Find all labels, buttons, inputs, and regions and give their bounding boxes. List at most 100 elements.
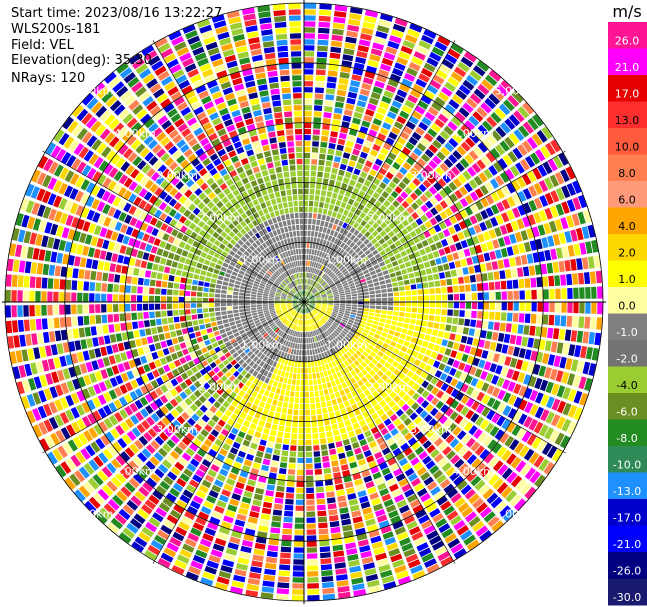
gate-cell [320,196,325,202]
gate-cell [24,320,30,332]
gate-cell [319,366,323,372]
gate-cell [162,281,168,287]
gate-cell [120,245,127,254]
gate-cell [298,452,304,457]
gate-cell [304,165,310,170]
gate-cell [450,350,457,358]
gate-cell [521,255,528,265]
gate-cell [219,329,225,334]
gate-cell [369,312,375,316]
gate-cell [304,15,316,20]
gate-cell [215,264,221,269]
gate-cell [42,318,48,329]
gate-cell [215,359,222,365]
gate-cell [374,282,380,286]
gate-cell [229,279,235,283]
gate-cell [286,385,290,391]
gate-cell [446,279,452,286]
gate-cell [218,325,224,330]
gate-cell [271,374,276,380]
gate-cell [501,248,508,258]
gate-cell [394,266,400,272]
gate-cell [334,11,346,18]
gate-cell [329,180,335,186]
gate-cell [551,341,558,352]
gate-cell [510,335,517,345]
gate-cell [310,237,313,242]
gate-cell [251,297,256,300]
gate-cell [126,322,132,330]
gate-cell [269,297,274,299]
gate-cell [247,479,256,486]
gate-cell [336,200,342,206]
gate-cell [305,374,308,379]
gate-cell [375,313,381,317]
gate-cell [390,325,396,330]
gate-cell [215,312,221,316]
gate-cell [394,297,399,301]
gate-cell [285,360,289,366]
gate-cell [435,309,441,315]
gate-cell [314,385,318,391]
gate-cell [344,146,352,153]
gate-cell [71,293,76,303]
gate-cell [322,365,326,371]
gate-cell [560,316,566,327]
gate-cell [440,280,446,286]
gate-cell [139,242,146,250]
gate-cell [30,319,36,331]
gate-cell [309,380,313,386]
gate-cell [273,381,278,387]
gate-cell [356,453,364,460]
gate-cell [49,265,55,276]
gate-cell [25,261,32,273]
gate-cell [294,553,305,558]
gate-cell [201,252,208,258]
gate-cell [312,373,316,379]
gate-cell [257,305,262,307]
gate-cell [250,443,258,450]
gate-cell [94,348,101,358]
gate-cell [523,267,529,277]
gate-cell [177,263,183,270]
gate-cell [212,342,218,348]
gate-cell [326,88,335,94]
gate-cell [86,338,93,348]
gate-cell [286,487,294,493]
gate-cell [340,390,346,396]
gate-cell [307,571,318,577]
gate-cell [324,419,330,425]
gate-cell [348,199,354,206]
gate-cell [392,261,398,267]
gate-cell [346,487,355,494]
gate-cell [388,268,394,273]
gate-cell [488,272,494,280]
gate-cell [375,290,381,294]
gate-cell [304,207,308,212]
gate-cell [301,332,303,337]
gate-cell [191,309,197,314]
gate-cell [577,331,584,343]
gate-cell [306,428,311,433]
gate-cell [317,409,322,415]
gate-cell [361,282,367,286]
gate-cell [304,159,310,164]
gate-cell [436,295,441,301]
gate-cell [114,354,121,363]
gate-cell [261,465,269,472]
gate-cell [347,25,359,32]
gate-cell [294,547,304,552]
gate-cell [331,381,336,387]
gate-cell [113,314,119,322]
gate-cell [43,264,50,275]
gate-cell [445,348,452,356]
gate-cell [326,431,332,437]
gate-cell [298,338,300,343]
gate-cell [329,375,334,381]
gate-cell [251,310,256,313]
gate-cell [178,336,185,343]
gate-cell [453,286,459,293]
gate-cell [345,172,352,179]
gate-cell [385,279,391,284]
gate-cell [135,259,142,267]
